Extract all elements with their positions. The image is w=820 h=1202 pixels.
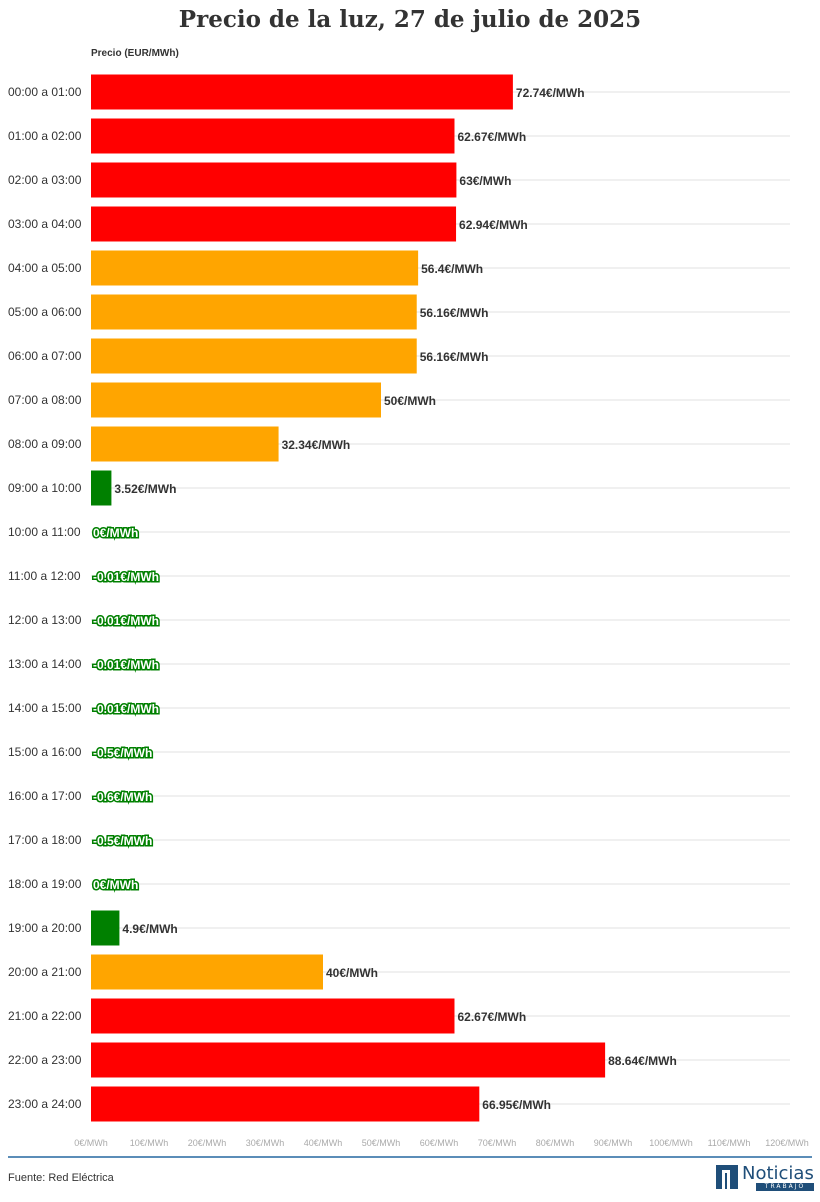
data-label: 4.9€/MWh: [122, 922, 177, 936]
data-label: 56.16€/MWh: [420, 350, 489, 364]
category-label: 19:00 a 20:00: [8, 921, 82, 935]
category-label: 07:00 a 08:00: [8, 393, 82, 407]
data-label: -0.01€/MWh: [93, 570, 159, 584]
category-label: 00:00 a 01:00: [8, 85, 82, 99]
x-tick-label: 90€/MWh: [594, 1138, 633, 1148]
category-label: 14:00 a 15:00: [8, 701, 82, 715]
data-label: 40€/MWh: [326, 966, 378, 980]
category-label: 15:00 a 16:00: [8, 745, 82, 759]
data-label: 88.64€/MWh: [608, 1054, 677, 1068]
data-label: -0.6€/MWh: [93, 790, 152, 804]
data-label: 32.34€/MWh: [282, 438, 351, 452]
category-label: 21:00 a 22:00: [8, 1009, 82, 1023]
y-axis-title: Precio (EUR/MWh): [91, 48, 179, 59]
bar: [91, 998, 455, 1034]
data-label: 62.67€/MWh: [457, 1010, 526, 1024]
bar: [91, 1042, 606, 1078]
data-label: 50€/MWh: [384, 394, 436, 408]
x-tick-label: 0€/MWh: [74, 1138, 108, 1148]
category-label: 06:00 a 07:00: [8, 349, 82, 363]
x-tick-label: 110€/MWh: [708, 1138, 751, 1148]
bar: [91, 118, 455, 154]
category-label: 04:00 a 05:00: [8, 261, 82, 275]
x-tick-label: 10€/MWh: [130, 1138, 169, 1148]
bar: [91, 206, 457, 242]
data-label: 63€/MWh: [459, 174, 511, 188]
data-label: -0.5€/MWh: [93, 834, 152, 848]
logo-subtitle: TRABAJO: [756, 1183, 814, 1191]
category-label: 05:00 a 06:00: [8, 305, 82, 319]
category-label: 10:00 a 11:00: [8, 525, 81, 539]
x-tick-label: 60€/MWh: [420, 1138, 459, 1148]
bar: [91, 74, 513, 110]
category-label: 01:00 a 02:00: [8, 129, 82, 143]
data-label: 72.74€/MWh: [516, 86, 585, 100]
chart-title: Precio de la luz, 27 de julio de 2025: [178, 6, 642, 33]
bar: [91, 1086, 480, 1122]
logo-mark-icon: [716, 1165, 738, 1189]
x-tick-label: 20€/MWh: [188, 1138, 227, 1148]
brand-logo: Noticias TRABAJO: [716, 1163, 816, 1193]
data-label: -0.01€/MWh: [93, 614, 159, 628]
data-label: -0.5€/MWh: [93, 746, 152, 760]
data-label: 0€/MWh: [93, 878, 138, 892]
category-label: 17:00 a 18:00: [8, 833, 82, 847]
bar: [91, 382, 381, 418]
category-label: 11:00 a 12:00: [8, 569, 81, 583]
x-tick-label: 80€/MWh: [536, 1138, 575, 1148]
data-label: -0.01€/MWh: [93, 702, 159, 716]
data-label: -0.01€/MWh: [93, 658, 159, 672]
x-tick-label: 40€/MWh: [304, 1138, 343, 1148]
category-label: 12:00 a 13:00: [8, 613, 82, 627]
data-label: 56.16€/MWh: [420, 306, 489, 320]
category-label: 09:00 a 10:00: [8, 481, 82, 495]
x-tick-label: 100€/MWh: [649, 1138, 693, 1148]
bar: [91, 910, 120, 946]
bar-chart: Precio (EUR/MWh) 00:00 a 01:00 01:00 a 02:…: [8, 48, 809, 1148]
data-label: 62.94€/MWh: [459, 218, 528, 232]
category-label: 18:00 a 19:00: [8, 877, 82, 891]
bar: [91, 250, 419, 286]
data-label: 56.4€/MWh: [421, 262, 483, 276]
bar: [91, 294, 417, 330]
x-tick-label: 70€/MWh: [478, 1138, 517, 1148]
logo-name: Noticias: [742, 1163, 814, 1184]
data-label: 0€/MWh: [93, 526, 138, 540]
data-label: 62.67€/MWh: [457, 130, 526, 144]
data-label: 3.52€/MWh: [114, 482, 176, 496]
category-label: 23:00 a 24:00: [8, 1097, 82, 1111]
category-label: 03:00 a 04:00: [8, 217, 82, 231]
source-note: Fuente: Red Eléctrica: [8, 1172, 114, 1184]
bar: [91, 162, 457, 198]
data-label: 66.95€/MWh: [482, 1098, 551, 1112]
category-label: 22:00 a 23:00: [8, 1053, 82, 1067]
category-label: 16:00 a 17:00: [8, 789, 82, 803]
x-tick-label: 50€/MWh: [362, 1138, 401, 1148]
bar: [91, 954, 323, 990]
category-label: 20:00 a 21:00: [8, 965, 82, 979]
category-label: 08:00 a 09:00: [8, 437, 82, 451]
category-label: 13:00 a 14:00: [8, 657, 82, 671]
footer-divider: [8, 1156, 812, 1158]
bar: [91, 338, 417, 374]
x-tick-label: 30€/MWh: [246, 1138, 285, 1148]
bar: [91, 470, 112, 506]
category-label: 02:00 a 03:00: [8, 173, 82, 187]
x-tick-label: 120€/MWh: [765, 1138, 809, 1148]
bar: [91, 426, 279, 462]
